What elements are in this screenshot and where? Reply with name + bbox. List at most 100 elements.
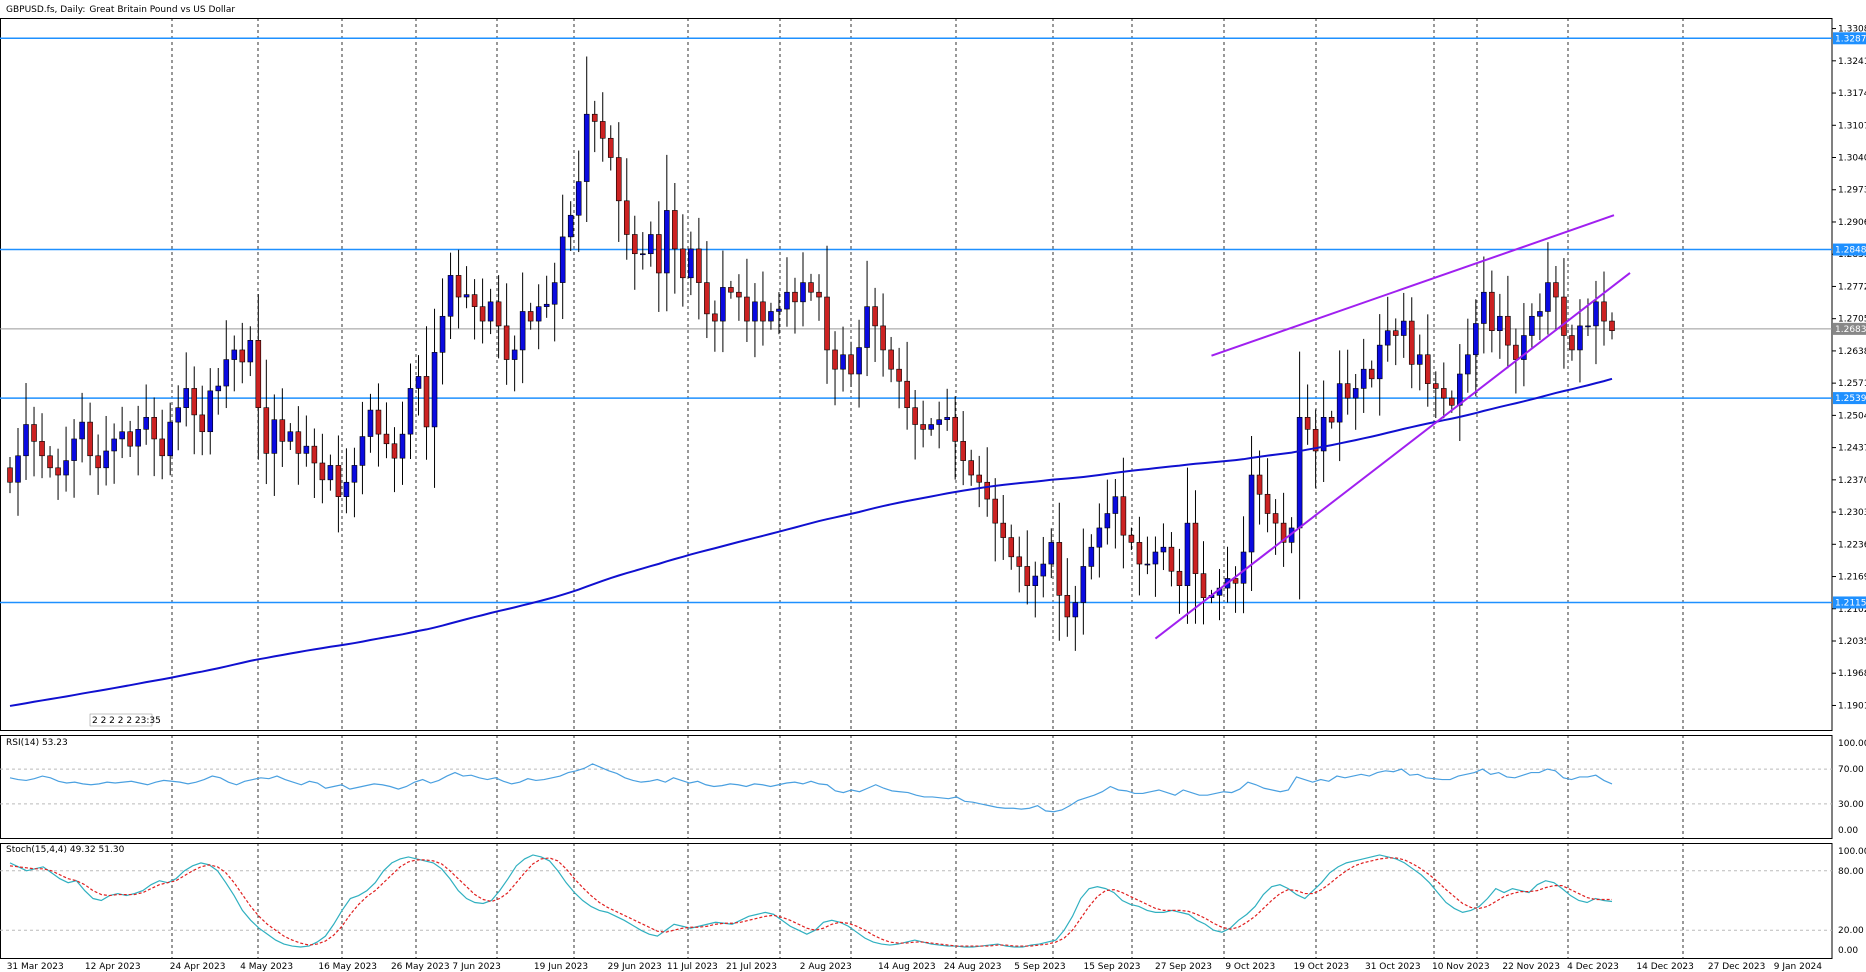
candle-body <box>479 306 486 322</box>
candle-body <box>1024 566 1031 586</box>
x-tick-label: 14 Dec 2023 <box>1636 962 1694 972</box>
candle-body <box>1296 416 1303 529</box>
candle-body <box>1112 496 1119 514</box>
candle-body <box>551 282 558 305</box>
candle-body <box>135 429 141 447</box>
candle-body <box>1168 546 1175 572</box>
x-tick-label: 19 Oct 2023 <box>1293 962 1349 972</box>
candle-body <box>199 414 206 433</box>
candle-body <box>1424 354 1431 384</box>
candle-body <box>784 291 790 310</box>
rsi-tick-label: 0.00 <box>1838 826 1858 836</box>
candle-body <box>1080 566 1087 603</box>
level-price-tag <box>1833 32 1866 45</box>
x-tick-label: 5 Sep 2023 <box>1014 962 1065 972</box>
candle-body <box>680 248 686 279</box>
y-tick-label: 1.21690 <box>1838 573 1866 583</box>
stoch-main-line <box>9 854 1613 948</box>
candle-body <box>1416 354 1423 365</box>
candle-body <box>1056 542 1063 596</box>
candle-body <box>95 455 101 469</box>
candle-body <box>744 296 750 322</box>
y-tick-label: 1.25710 <box>1838 379 1866 389</box>
candle-body <box>1200 573 1207 599</box>
candle-body <box>575 181 582 216</box>
candle-body <box>672 210 678 250</box>
candle-body <box>992 498 999 524</box>
candle-body <box>1352 388 1359 399</box>
x-tick-label: 21 Jul 2023 <box>726 962 777 972</box>
candle-body <box>367 409 374 437</box>
candle-body <box>1120 496 1127 536</box>
candle-body <box>503 325 510 360</box>
x-tick-label: 9 Jan 2024 <box>1774 962 1822 972</box>
candle-body <box>728 287 734 293</box>
candle-body <box>920 424 926 430</box>
candle-body <box>1064 594 1071 618</box>
candle-body <box>111 438 117 452</box>
candle-body <box>656 234 662 274</box>
y-tick-label: 1.19680 <box>1838 669 1866 679</box>
x-tick-label: 27 Dec 2023 <box>1708 962 1766 972</box>
candle-body <box>79 421 85 440</box>
y-tick-label: 1.20350 <box>1838 637 1866 647</box>
y-tick-label: 1.23700 <box>1838 476 1866 486</box>
chart-title: GBPUSD.fs, Daily: Great Britain Pound vs … <box>6 5 235 15</box>
stoch-signal-line <box>9 857 1612 947</box>
candle-body <box>960 441 966 461</box>
candle-body <box>872 306 878 327</box>
x-tick-label: 24 Apr 2023 <box>170 962 226 972</box>
candle-body <box>1304 416 1311 430</box>
candle-body <box>271 419 278 454</box>
candle-body <box>1320 416 1327 452</box>
candle-body <box>463 294 470 298</box>
candle-body <box>928 424 934 430</box>
candle-body <box>31 424 37 442</box>
candle-body <box>1545 282 1551 312</box>
candle-body <box>383 433 390 445</box>
candle-body <box>15 455 21 483</box>
candle-body <box>471 294 478 307</box>
candle-body <box>648 234 654 255</box>
candle-body <box>640 253 646 256</box>
level-price-tag <box>1833 596 1866 609</box>
candle-body <box>1513 344 1519 360</box>
candle-body <box>752 301 758 322</box>
candle-body <box>1400 320 1407 336</box>
x-tick-label: 2 Aug 2023 <box>800 962 852 972</box>
candle-body <box>1473 323 1479 356</box>
x-tick-label: 4 May 2023 <box>240 962 293 972</box>
candle-body <box>615 157 622 202</box>
candle-body <box>984 481 991 500</box>
candle-body <box>1016 556 1023 567</box>
candle-body <box>968 460 974 476</box>
candle-body <box>1240 551 1247 584</box>
candle-body <box>215 385 222 392</box>
candle-body <box>1272 513 1279 524</box>
candle-body <box>71 438 77 461</box>
candle-body <box>143 416 149 430</box>
x-tick-label: 22 Nov 2023 <box>1502 962 1560 972</box>
price-pane <box>0 37 1832 707</box>
candle-body <box>1264 493 1271 514</box>
candle-body <box>55 467 61 476</box>
candle-body <box>1072 602 1079 618</box>
rsi-tick-label: 70.00 <box>1838 765 1864 775</box>
x-tick-label: 31 Mar 2023 <box>7 962 64 972</box>
candle-body <box>1232 578 1239 584</box>
current-price-label: 1.26838 <box>1835 325 1866 335</box>
stoch-tick-label: 80.00 <box>1838 867 1864 877</box>
candle-body <box>976 474 982 483</box>
level-price-tag <box>1833 243 1866 256</box>
pane-frame <box>0 735 1833 839</box>
candle-body <box>1577 325 1583 351</box>
candle-body <box>1609 320 1615 332</box>
candle-body <box>824 296 830 351</box>
candle-body <box>1160 546 1167 553</box>
x-tick-label: 26 May 2023 <box>391 962 450 972</box>
x-tick-label: 15 Sep 2023 <box>1083 962 1140 972</box>
channel-trendline <box>1211 214 1615 357</box>
candle-body <box>103 450 109 469</box>
y-tick-label: 1.24370 <box>1838 444 1866 454</box>
